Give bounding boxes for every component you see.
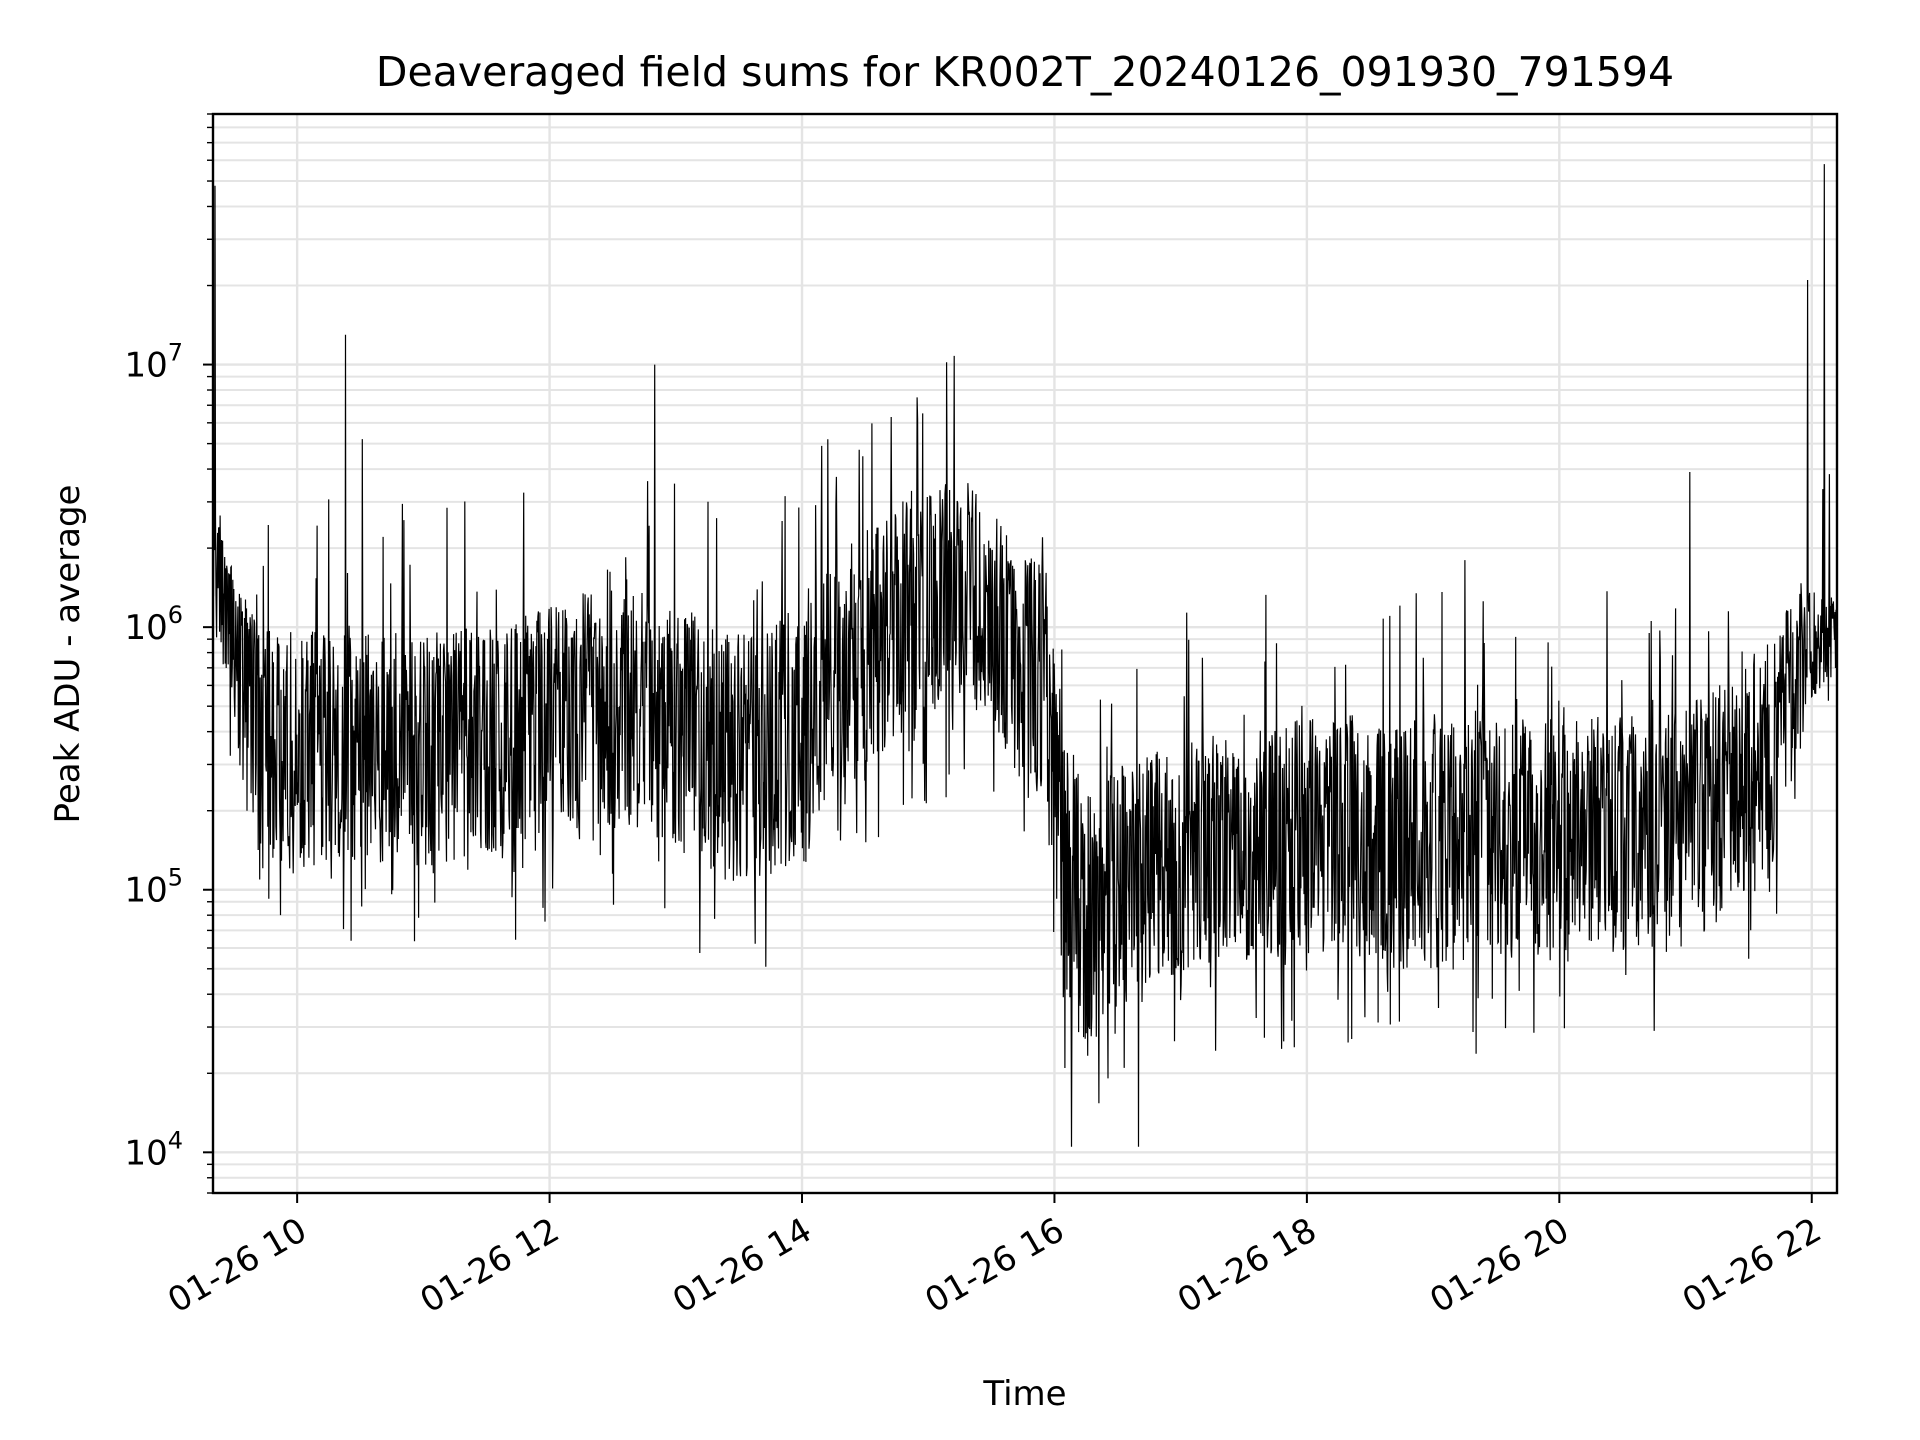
series-line <box>212 164 1838 1147</box>
series-layer <box>212 164 1838 1147</box>
y-tick-base: 10 <box>124 346 167 386</box>
y-tick-base: 10 <box>124 608 167 648</box>
y-tick-label: 106 <box>124 601 183 648</box>
y-axis-title: Peak ADU - average <box>48 485 88 824</box>
y-tick-base: 10 <box>124 1133 167 1173</box>
y-tick-base: 10 <box>124 871 167 911</box>
y-tick-exponent: 5 <box>168 864 183 892</box>
plot-frame <box>211 112 1839 1195</box>
y-tick-exponent: 7 <box>168 339 183 367</box>
chart-title: Deaveraged field sums for KR002T_2024012… <box>376 48 1674 96</box>
y-tick-label: 105 <box>124 864 183 911</box>
y-tick-exponent: 6 <box>168 601 183 629</box>
x-axis-title: Time <box>982 1374 1066 1414</box>
y-tick-label: 104 <box>124 1126 183 1173</box>
y-tick-exponent: 4 <box>168 1126 183 1154</box>
y-tick-label: 107 <box>124 339 183 386</box>
